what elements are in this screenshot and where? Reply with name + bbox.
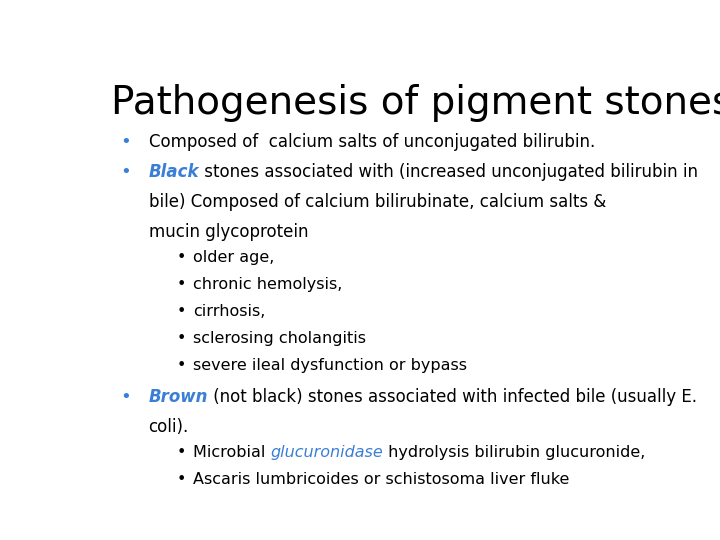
Text: Composed of  calcium salts of unconjugated bilirubin.: Composed of calcium salts of unconjugate… (148, 133, 595, 151)
Text: (not black) stones associated with infected bile (usually E.: (not black) stones associated with infec… (208, 388, 697, 406)
Text: •: • (121, 163, 132, 181)
Text: •: • (176, 446, 186, 460)
Text: older age,: older age, (193, 250, 274, 265)
Text: stones associated with (increased unconjugated bilirubin in: stones associated with (increased unconj… (199, 163, 698, 181)
Text: hydrolysis bilirubin glucuronide,: hydrolysis bilirubin glucuronide, (384, 446, 646, 460)
Text: chronic hemolysis,: chronic hemolysis, (193, 277, 343, 292)
Text: glucuronidase: glucuronidase (271, 446, 384, 460)
Text: •: • (176, 305, 186, 319)
Text: cirrhosis,: cirrhosis, (193, 305, 266, 319)
Text: coli).: coli). (148, 418, 189, 436)
Text: severe ileal dysfunction or bypass: severe ileal dysfunction or bypass (193, 359, 467, 373)
Text: •: • (176, 250, 186, 265)
Text: Brown: Brown (148, 388, 208, 406)
Text: •: • (176, 472, 186, 487)
Text: Ascaris lumbricoides or schistosoma liver fluke: Ascaris lumbricoides or schistosoma live… (193, 472, 570, 487)
Text: •: • (176, 359, 186, 373)
Text: sclerosing cholangitis: sclerosing cholangitis (193, 332, 366, 346)
Text: •: • (176, 277, 186, 292)
Text: •: • (121, 388, 132, 406)
Text: Black: Black (148, 163, 199, 181)
Text: Pathogenesis of pigment stones: Pathogenesis of pigment stones (111, 84, 720, 122)
Text: Microbial: Microbial (193, 446, 271, 460)
Text: bile) Composed of calcium bilirubinate, calcium salts &: bile) Composed of calcium bilirubinate, … (148, 193, 606, 211)
Text: •: • (121, 133, 132, 151)
Text: mucin glycoprotein: mucin glycoprotein (148, 223, 308, 241)
Text: •: • (176, 332, 186, 346)
